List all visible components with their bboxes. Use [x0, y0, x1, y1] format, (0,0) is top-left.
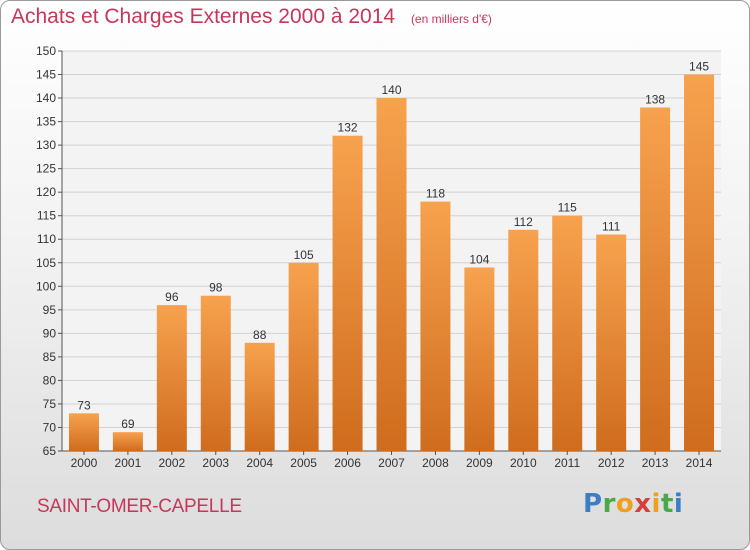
bar-2003	[200, 295, 231, 451]
data-label: 96	[165, 290, 179, 304]
data-label: 105	[294, 248, 314, 262]
y-tick-label: 120	[36, 185, 56, 199]
x-tick-label: 2002	[158, 456, 185, 470]
bar-2008	[420, 201, 451, 451]
x-tick-label: 2014	[686, 456, 713, 470]
data-label: 118	[426, 187, 445, 201]
x-tick-label: 2000	[71, 456, 98, 470]
y-tick-label: 100	[36, 279, 56, 293]
y-tick-label: 125	[36, 162, 56, 176]
x-tick-label: 2009	[466, 456, 493, 470]
x-tick-label: 2005	[290, 456, 317, 470]
bar-2010	[508, 229, 539, 451]
x-tick-label: 2004	[246, 456, 273, 470]
unit-note: (en milliers d'€)	[410, 12, 492, 26]
x-tick-label: 2011	[554, 456, 580, 470]
data-label: 138	[645, 92, 665, 106]
x-tick-label: 2010	[510, 456, 537, 470]
y-tick-label: 95	[43, 303, 57, 317]
bar-2002	[156, 305, 187, 451]
y-tick-label: 75	[43, 397, 57, 411]
chart-title-text: Achats et Charges Externes 2000 à 2014	[11, 5, 396, 28]
x-tick-label: 2003	[202, 456, 229, 470]
data-label: 88	[253, 328, 267, 342]
bar-2011	[552, 215, 583, 451]
data-label: 98	[209, 281, 223, 295]
chart-title: Achats et Charges Externes 2000 à 2014 (…	[11, 5, 492, 29]
x-tick-label: 2013	[642, 456, 669, 470]
y-tick-label: 140	[36, 91, 56, 105]
bar-2009	[464, 267, 495, 451]
bar-2014	[684, 74, 715, 451]
y-tick-label: 90	[43, 326, 57, 340]
bar-2006	[332, 135, 363, 452]
x-tick-label: 2006	[334, 456, 361, 470]
data-label: 111	[602, 220, 621, 234]
x-tick-label: 2012	[598, 456, 625, 470]
bar-2007	[376, 98, 407, 451]
bar-2000	[68, 413, 99, 451]
x-tick-label: 2008	[422, 456, 449, 470]
y-tick-label: 85	[43, 350, 57, 364]
y-tick-label: 130	[36, 138, 56, 152]
data-label: 145	[689, 60, 709, 74]
data-label: 132	[338, 121, 358, 135]
y-tick-label: 65	[43, 444, 57, 458]
x-tick-label: 2007	[378, 456, 405, 470]
y-tick-label: 115	[37, 209, 56, 223]
data-label: 140	[381, 83, 401, 97]
y-tick-label: 110	[37, 232, 56, 246]
y-tick-label: 150	[36, 44, 56, 58]
bar-2005	[288, 262, 319, 451]
y-tick-label: 70	[43, 420, 57, 434]
data-label: 69	[121, 417, 135, 431]
commune-name: SAINT-OMER-CAPELLE	[37, 496, 242, 517]
data-label: 115	[558, 201, 577, 215]
data-label: 104	[469, 252, 489, 266]
y-tick-label: 105	[36, 256, 56, 270]
proxiti-logo: Proxiti	[583, 489, 684, 519]
bar-2001	[112, 432, 143, 451]
y-tick-label: 135	[36, 115, 56, 129]
bar-2012	[596, 234, 627, 451]
y-tick-label: 80	[43, 373, 57, 387]
data-label: 73	[77, 398, 91, 412]
bar-2004	[244, 342, 275, 451]
x-tick-label: 2001	[115, 456, 142, 470]
bar-2013	[640, 107, 671, 452]
data-label: 112	[514, 215, 533, 229]
y-tick-label: 145	[36, 68, 56, 82]
